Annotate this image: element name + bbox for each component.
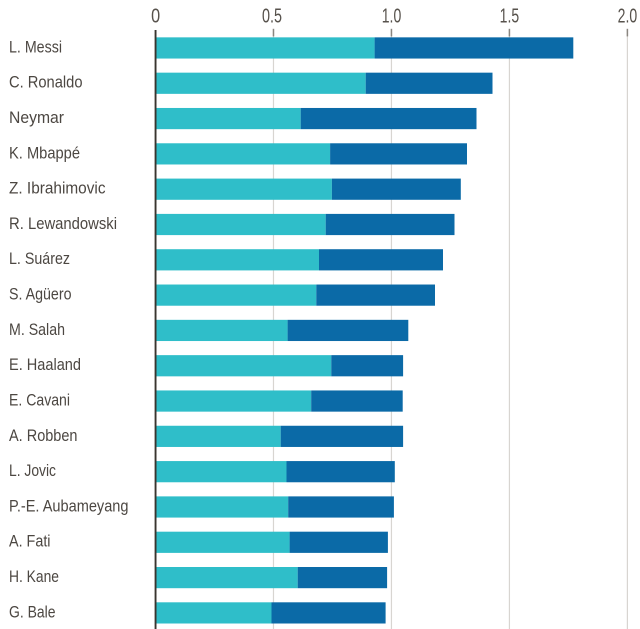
svg-text:C. Ronaldo: C. Ronaldo bbox=[9, 73, 83, 92]
svg-text:Neymar: Neymar bbox=[9, 108, 64, 127]
svg-text:Z. Ibrahimovic: Z. Ibrahimovic bbox=[9, 179, 106, 198]
svg-text:L. Jovic: L. Jovic bbox=[9, 461, 56, 480]
svg-text:K. Mbappé: K. Mbappé bbox=[9, 143, 80, 162]
svg-text:G. Bale: G. Bale bbox=[9, 602, 56, 621]
svg-text:1.5: 1.5 bbox=[500, 6, 520, 28]
svg-text:A. Robben: A. Robben bbox=[9, 426, 78, 445]
svg-text:1.0: 1.0 bbox=[382, 6, 402, 28]
svg-text:P.-E. Aubameyang: P.-E. Aubameyang bbox=[9, 496, 129, 515]
svg-text:A. Fati: A. Fati bbox=[9, 532, 51, 551]
svg-text:E. Cavani: E. Cavani bbox=[9, 390, 70, 409]
svg-text:2.0: 2.0 bbox=[618, 6, 638, 28]
svg-text:L. Messi: L. Messi bbox=[9, 37, 62, 56]
svg-text:H. Kane: H. Kane bbox=[9, 567, 59, 586]
svg-text:R. Lewandowski: R. Lewandowski bbox=[9, 214, 117, 233]
svg-text:M. Salah: M. Salah bbox=[9, 320, 65, 339]
svg-text:0: 0 bbox=[151, 6, 160, 28]
svg-text:E. Haaland: E. Haaland bbox=[9, 355, 81, 374]
svg-text:0.5: 0.5 bbox=[262, 6, 282, 28]
svg-text:L. Suárez: L. Suárez bbox=[9, 249, 70, 268]
svg-text:S. Agüero: S. Agüero bbox=[9, 285, 72, 304]
